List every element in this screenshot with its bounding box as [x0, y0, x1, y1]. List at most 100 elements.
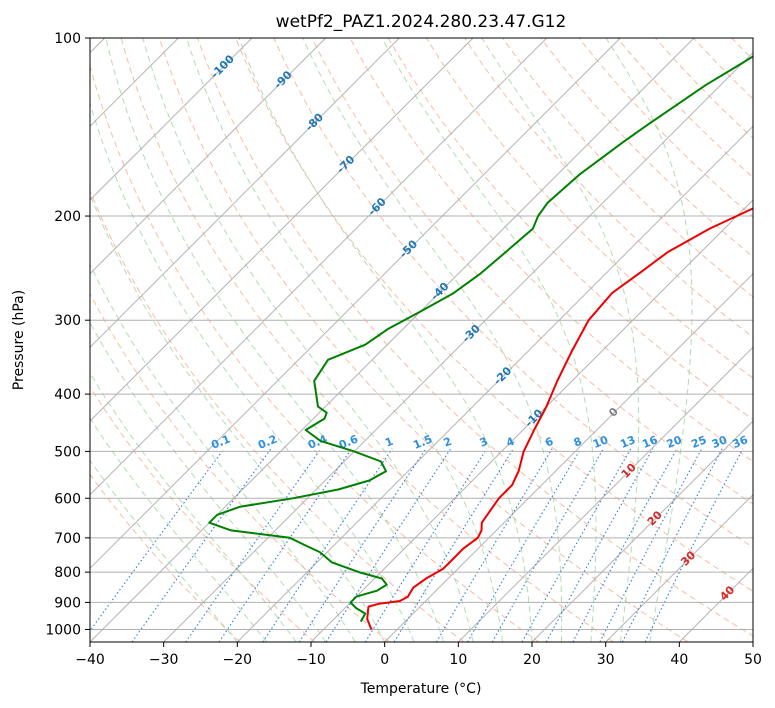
dry-adiabat [90, 292, 390, 642]
x-tick-label: 10 [449, 652, 467, 668]
isotherm-line [90, 38, 400, 349]
dry-adiabat [90, 473, 241, 642]
mixing-ratio-label: 16 [640, 433, 659, 451]
isotherm-line [90, 38, 621, 570]
mixing-ratio-line [218, 448, 353, 642]
mixing-ratio-line [298, 448, 427, 642]
isotherm-line [163, 51, 753, 642]
x-axis-label: Temperature (°C) [360, 681, 482, 697]
dry-adiabat [655, 38, 753, 139]
isotherm-line [310, 199, 753, 642]
mixing-ratio-label: 6 [543, 435, 555, 450]
mixing-ratio-label: 30 [710, 433, 729, 451]
mixing-ratio-line [572, 448, 678, 642]
mixing-ratio-line [325, 448, 452, 642]
reference-lines [90, 38, 775, 642]
temperature-line [366, 207, 753, 630]
mixing-ratio-label: 13 [618, 433, 637, 451]
mixing-ratio-label: 0.1 [209, 432, 232, 451]
dry-adiabat [120, 38, 614, 642]
mixing-ratio-label: 10 [591, 433, 610, 451]
moist-adiabat [481, 38, 640, 642]
plot-frame [89, 37, 754, 643]
dry-adiabat [502, 38, 753, 298]
dry-adiabat [90, 385, 316, 642]
x-tick-label: −30 [149, 652, 179, 668]
x-tick-label: 40 [670, 652, 688, 668]
moist-adiabat [238, 38, 533, 642]
y-tick-label: 100 [54, 31, 81, 47]
y-tick-label: 400 [54, 387, 81, 403]
isotherm-line [457, 346, 753, 642]
y-tick-label: 800 [54, 565, 81, 581]
moist-adiabat [90, 263, 356, 642]
moist-adiabat [90, 459, 238, 642]
y-tick-label: 200 [54, 209, 81, 225]
isotherm-line [531, 420, 753, 642]
isotherm-line [90, 38, 327, 275]
mixing-ratio-line [393, 448, 514, 642]
mixing-ratio-label: 2 [442, 435, 454, 450]
mixing-ratio-line [364, 448, 488, 642]
moist-adiabat [105, 38, 445, 642]
dry-adiabat [693, 38, 753, 100]
dry-adiabat [311, 38, 753, 505]
dry-adiabat [90, 63, 540, 642]
pressure-gridlines [90, 37, 753, 630]
dry-adiabat [425, 38, 753, 379]
isotherm-line [384, 272, 753, 642]
mixing-ratio-label: 3 [478, 435, 490, 450]
moist-adiabat [90, 193, 386, 642]
isotherm-line [90, 38, 695, 642]
moist-adiabat [381, 38, 597, 642]
isotherm-line [752, 641, 753, 642]
y-axis: 1000 900 800 700 600 500 400 300 200 100 [45, 31, 90, 638]
mixing-ratio-line [90, 448, 225, 632]
y-tick-label: 1000 [45, 622, 81, 638]
mixing-ratio-label: 20 [665, 433, 684, 451]
y-axis-label: Pressure (hPa) [11, 290, 27, 390]
moist-adiabat [302, 38, 563, 642]
moist-adiabat [90, 372, 297, 642]
isotherm-line [605, 493, 753, 642]
y-tick-label: 600 [54, 491, 81, 507]
isotherm-line [90, 38, 548, 496]
sounding-traces [208, 55, 753, 630]
moist-adiabat [186, 38, 503, 642]
chart-title: wetPf2_PAZ1.2024.280.23.47.G12 [276, 12, 567, 32]
mixing-ratio-label: 1 [383, 435, 395, 450]
dewpoint-line [208, 55, 753, 623]
y-tick-label: 900 [54, 595, 81, 611]
mixing-ratio-line [644, 448, 744, 642]
x-tick-label: −10 [296, 652, 326, 668]
dry-adiabat [349, 38, 753, 463]
y-tick-label: 500 [54, 444, 81, 460]
moist-adiabat [605, 38, 693, 642]
mixing-ratio-label: 0.2 [256, 432, 279, 451]
mixing-ratio-line [491, 448, 604, 642]
x-tick-label: 30 [597, 652, 615, 668]
isotherm-line [90, 38, 253, 201]
x-tick-label: −20 [223, 652, 253, 668]
mixing-ratio-line [262, 448, 393, 642]
isotherm-line [90, 38, 474, 422]
dry-adiabat [770, 38, 775, 642]
mixing-ratio-line [621, 448, 723, 642]
mixing-ratio-label: 36 [731, 433, 750, 451]
mixing-ratio-line [435, 448, 553, 642]
y-tick-label: 300 [54, 313, 81, 329]
moist-adiabat [142, 38, 474, 642]
dry-adiabat [235, 38, 753, 592]
x-tick-label: 50 [744, 652, 762, 668]
moist-adiabat [90, 417, 268, 642]
x-tick-label: 0 [380, 652, 389, 668]
x-tick-label: −40 [75, 652, 105, 668]
mixing-ratio-label: 25 [689, 433, 708, 451]
isotherm-line [236, 125, 753, 642]
isotherm-line [678, 567, 753, 642]
mixing-ratio-label: 8 [572, 435, 584, 450]
dry-adiabat [464, 38, 753, 338]
mixing-ratio-line [599, 448, 703, 642]
dry-adiabat [90, 189, 465, 642]
